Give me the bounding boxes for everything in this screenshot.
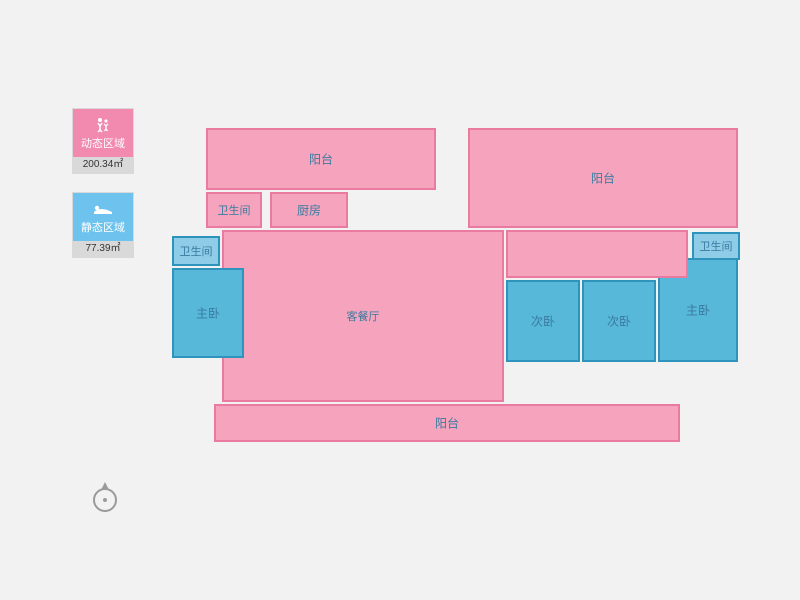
sleep-icon — [92, 199, 114, 219]
room-label: 卫生间 — [700, 238, 733, 254]
room-balcony-top-right: 阳台 — [468, 128, 738, 228]
legend-static-top: 静态区域 — [73, 193, 133, 241]
legend-static-card: 静态区域 77.39㎡ — [72, 192, 134, 258]
room-label: 卫生间 — [218, 202, 251, 218]
room-label: 阳台 — [591, 170, 615, 187]
room-label: 主卧 — [686, 302, 710, 319]
room-corridor-right — [506, 230, 688, 278]
room-label: 客餐厅 — [347, 308, 380, 324]
legend-panel: 动态区域 200.34㎡ 静态区域 77.39㎡ — [72, 108, 134, 276]
room-label: 次卧 — [531, 313, 555, 330]
legend-dynamic-card: 动态区域 200.34㎡ — [72, 108, 134, 174]
room-second-2: 次卧 — [582, 280, 656, 362]
room-bathroom-left: 卫生间 — [172, 236, 220, 266]
floorplan: 阳台阳台卫生间厨房卫生间客餐厅主卧次卧次卧主卧卫生间阳台 — [172, 128, 746, 444]
room-balcony-bottom: 阳台 — [214, 404, 680, 442]
room-label: 卫生间 — [180, 243, 213, 259]
room-second-1: 次卧 — [506, 280, 580, 362]
room-label: 厨房 — [297, 202, 321, 219]
room-label: 主卧 — [196, 305, 220, 322]
room-label: 次卧 — [607, 313, 631, 330]
legend-static-title: 静态区域 — [81, 219, 125, 235]
legend-static-value: 77.39㎡ — [73, 241, 133, 257]
room-bathroom-right: 卫生间 — [692, 232, 740, 260]
room-bathroom-top: 卫生间 — [206, 192, 262, 228]
legend-dynamic-value: 200.34㎡ — [73, 157, 133, 173]
compass-icon — [90, 480, 120, 510]
people-icon — [93, 115, 113, 135]
room-balcony-top-left: 阳台 — [206, 128, 436, 190]
room-living-dining: 客餐厅 — [222, 230, 504, 402]
room-label: 阳台 — [309, 151, 333, 168]
room-kitchen: 厨房 — [270, 192, 348, 228]
legend-dynamic-top: 动态区域 — [73, 109, 133, 157]
room-label: 阳台 — [435, 415, 459, 432]
room-master-left: 主卧 — [172, 268, 244, 358]
legend-dynamic-title: 动态区域 — [81, 135, 125, 151]
